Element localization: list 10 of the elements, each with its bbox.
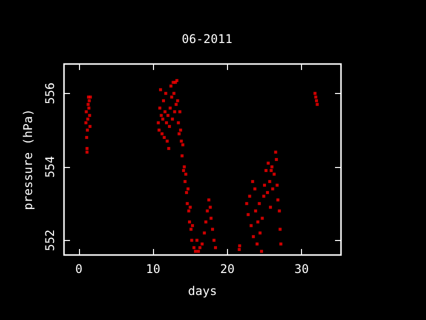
chart-title: 06-2011 — [182, 32, 232, 46]
x-tick-label: 20 — [220, 262, 235, 276]
x-tick-label: 30 — [294, 262, 309, 276]
y-tick-label: 554 — [43, 156, 57, 178]
x-tick-label: 10 — [146, 262, 160, 276]
x-axis-title: days — [188, 284, 217, 298]
y-tick-label: 552 — [43, 229, 57, 252]
y-axis-title: pressure (hPa) — [21, 108, 35, 210]
y-tick-label: 556 — [43, 82, 57, 104]
x-tick-label: 0 — [75, 262, 82, 276]
